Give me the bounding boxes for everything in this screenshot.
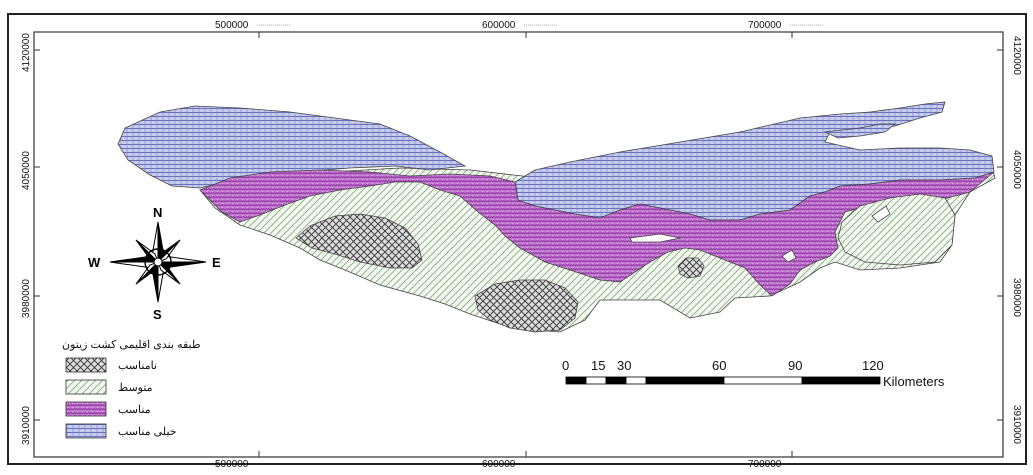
scale-tick-label: 60	[712, 358, 726, 373]
legend-label: مناسب	[118, 404, 151, 416]
legend-label: متوسط	[118, 382, 153, 394]
legend-swatch-suitable	[65, 401, 107, 417]
grid-x-label-top: 500000	[215, 20, 249, 31]
grid-x-label-bottom: 700000	[748, 459, 782, 470]
legend-item: مناسب	[65, 401, 151, 417]
compass-west-label: W	[88, 255, 101, 270]
grid-x-labels-bottom: 500000 600000 700000	[215, 459, 782, 470]
scale-unit-label: Kilometers	[883, 374, 945, 389]
grid-y-label-right: 3980000	[1011, 278, 1022, 317]
region-unsuitable-small	[677, 257, 705, 279]
region-unsuitable-west	[295, 213, 423, 269]
legend: طبقه بندی اقلیمی کشت زیتون نامناسب متوسط…	[62, 339, 201, 439]
inner-neatline	[33, 31, 1004, 458]
region-suitable	[199, 169, 995, 297]
legend-swatch-medium	[65, 379, 107, 395]
scale-segment	[645, 376, 725, 385]
compass-south-label: S	[153, 307, 162, 322]
legend-item: متوسط	[65, 379, 153, 395]
scale-segment	[605, 376, 627, 385]
region-island	[823, 123, 897, 139]
map-regions	[117, 101, 996, 333]
grid-y-labels-left: 4120000 4050000 3980000 3910000	[21, 33, 32, 445]
scale-tick-label: 30	[617, 358, 631, 373]
grid-y-label-left: 4120000	[21, 33, 32, 72]
scale-tick-label: 120	[862, 358, 884, 373]
region-unsuitable-south	[474, 279, 579, 333]
region-islet	[629, 233, 681, 243]
legend-title: طبقه بندی اقلیمی کشت زیتون	[62, 339, 201, 351]
legend-label: خیلی مناسب	[118, 426, 177, 438]
grid-y-label-left: 3910000	[21, 406, 32, 445]
grid-x-label-bottom: 600000	[482, 459, 516, 470]
outer-frame	[7, 13, 1027, 465]
region-islet	[781, 249, 797, 263]
scale-tick-label: 0	[562, 358, 569, 373]
compass-north-label: N	[153, 205, 162, 220]
scale-segment	[723, 376, 803, 385]
grid-x-label-bottom: 500000	[215, 459, 249, 470]
region-very-suitable-west	[117, 105, 467, 189]
scale-segment	[565, 376, 587, 385]
legend-swatch-very-suitable	[65, 423, 107, 439]
grid-x-label-top: 700000	[748, 20, 782, 31]
grid-y-labels-right: 4120000 4050000 3980000 3910000	[1011, 36, 1022, 444]
legend-label: نامناسب	[118, 360, 157, 372]
grid-y-label-left: 4050000	[21, 151, 32, 190]
grid-x-labels-top: 500000 600000 700000	[215, 20, 823, 31]
grid-x-label-top: 600000	[482, 20, 516, 31]
scale-segment	[625, 376, 647, 385]
scale-bar: 0 15 30 60 90 120 Kilometers	[562, 358, 945, 389]
region-islet	[871, 205, 891, 223]
scale-segment	[585, 376, 607, 385]
compass-rose: N S E W	[88, 205, 221, 322]
legend-swatch-unsuitable	[65, 357, 107, 373]
grid-y-label-right: 3910000	[1011, 405, 1022, 444]
legend-item: خیلی مناسب	[65, 423, 177, 439]
legend-item: نامناسب	[65, 357, 157, 373]
grid-y-label-right: 4120000	[1011, 36, 1022, 75]
grid-y-label-left: 3980000	[21, 279, 32, 318]
scale-segment	[801, 376, 881, 385]
scale-tick-label: 90	[788, 358, 802, 373]
compass-east-label: E	[212, 255, 221, 270]
region-medium-east	[837, 193, 956, 266]
scale-tick-label: 15	[591, 358, 605, 373]
grid-y-label-right: 4050000	[1011, 150, 1022, 189]
